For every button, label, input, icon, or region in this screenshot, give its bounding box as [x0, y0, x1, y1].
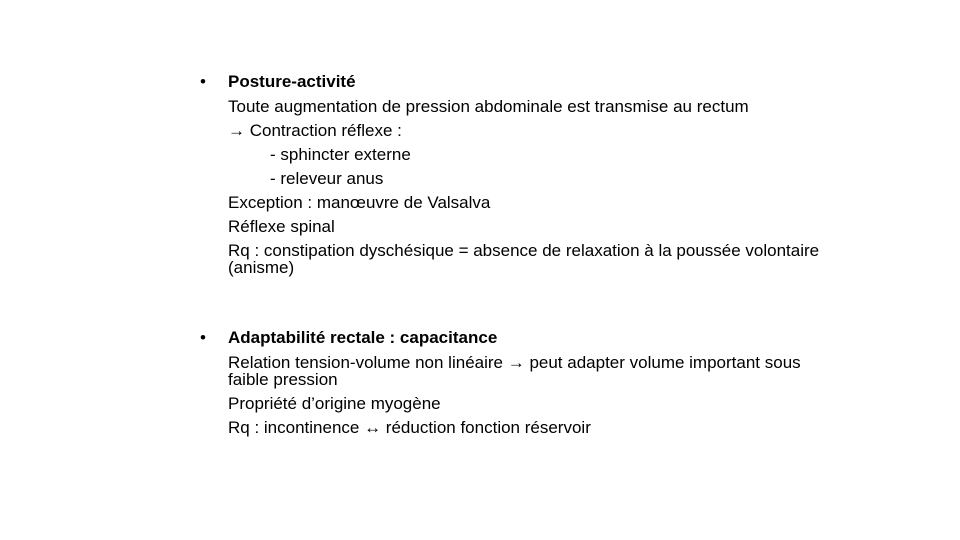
sub-item: - releveur anus: [270, 169, 384, 188]
section-heading: Posture-activité: [228, 72, 356, 91]
section-adaptabilite-rectale: • Adaptabilité rectale : capacitance Rel…: [200, 326, 840, 436]
body-line: Exception : manœuvre de Valsalva: [228, 193, 491, 212]
bullet-marker: •: [200, 328, 206, 347]
body-line: Rq : incontinence ↔ réduction fonction r…: [228, 418, 591, 437]
sub-item: - sphincter externe: [270, 145, 411, 164]
bullet-row: • Adaptabilité rectale : capacitance: [200, 326, 840, 350]
section-heading: Adaptabilité rectale : capacitance: [228, 328, 498, 347]
bullet-marker: •: [200, 72, 206, 91]
body-line: Relation tension-volume non linéaire → p…: [228, 353, 801, 389]
body-line: → Contraction réflexe :: [228, 121, 402, 140]
section-posture-activite: • Posture-activité Toute augmentation de…: [200, 70, 840, 276]
body-line: Rq : constipation dyschésique = absence …: [228, 241, 820, 277]
body-line: Toute augmentation de pression abdominal…: [228, 97, 749, 116]
bullet-row: • Posture-activité: [200, 70, 840, 94]
body-line: Propriété d’origine myogène: [228, 394, 441, 413]
body-line: Réflexe spinal: [228, 217, 335, 236]
